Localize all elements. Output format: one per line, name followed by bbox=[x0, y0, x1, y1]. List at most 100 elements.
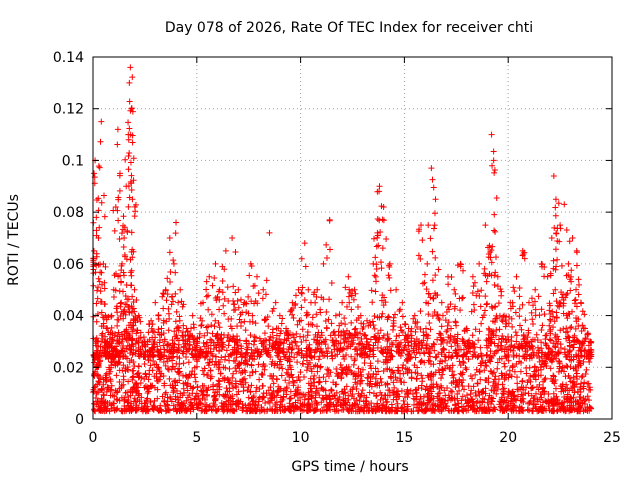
data-point bbox=[160, 290, 167, 297]
data-point bbox=[438, 299, 445, 306]
data-point bbox=[103, 388, 110, 395]
data-point bbox=[116, 397, 123, 404]
data-point bbox=[225, 353, 232, 360]
data-point bbox=[581, 311, 588, 318]
data-point bbox=[412, 328, 419, 335]
data-point bbox=[244, 387, 251, 394]
data-point bbox=[566, 310, 573, 317]
data-point bbox=[391, 384, 398, 391]
data-point bbox=[451, 286, 458, 293]
data-point bbox=[403, 357, 410, 364]
data-point bbox=[376, 183, 383, 190]
data-point bbox=[346, 406, 353, 413]
data-point bbox=[448, 343, 455, 350]
data-point bbox=[358, 371, 365, 378]
data-point bbox=[125, 203, 132, 210]
data-point bbox=[417, 395, 424, 402]
data-point bbox=[578, 374, 585, 381]
data-point bbox=[294, 386, 301, 393]
data-point bbox=[162, 362, 169, 369]
data-point bbox=[386, 350, 393, 357]
data-point bbox=[398, 346, 405, 353]
data-point bbox=[274, 361, 281, 368]
data-point bbox=[369, 299, 376, 306]
data-point bbox=[287, 308, 294, 315]
data-point bbox=[570, 344, 577, 351]
data-point bbox=[203, 278, 210, 285]
data-point bbox=[467, 403, 474, 410]
data-point bbox=[104, 405, 111, 412]
data-point bbox=[403, 391, 410, 398]
data-point bbox=[557, 222, 564, 229]
data-point bbox=[230, 333, 237, 340]
data-point bbox=[550, 390, 557, 397]
data-point bbox=[205, 306, 212, 313]
data-point bbox=[138, 339, 145, 346]
data-point bbox=[579, 322, 586, 329]
data-point bbox=[340, 336, 347, 343]
data-point bbox=[492, 254, 499, 261]
data-point bbox=[477, 344, 484, 351]
data-point bbox=[252, 388, 259, 395]
data-point bbox=[241, 375, 248, 382]
data-point bbox=[397, 324, 404, 331]
data-point bbox=[336, 311, 343, 318]
data-point bbox=[120, 213, 127, 220]
data-point bbox=[295, 345, 302, 352]
data-point bbox=[323, 407, 330, 414]
data-point bbox=[505, 357, 512, 364]
data-point bbox=[186, 345, 193, 352]
data-point bbox=[429, 343, 436, 350]
data-point bbox=[415, 228, 422, 235]
data-point bbox=[404, 339, 411, 346]
data-point bbox=[110, 293, 117, 300]
data-point bbox=[579, 308, 586, 315]
data-point bbox=[460, 352, 467, 359]
data-point bbox=[317, 363, 324, 370]
data-point bbox=[378, 297, 385, 304]
data-point bbox=[437, 401, 444, 408]
data-point bbox=[318, 384, 325, 391]
data-point bbox=[452, 290, 459, 297]
data-point bbox=[270, 342, 277, 349]
data-point bbox=[560, 325, 567, 332]
data-point bbox=[330, 329, 337, 336]
x-tick-label: 10 bbox=[292, 430, 310, 446]
data-point bbox=[233, 339, 240, 346]
data-point bbox=[102, 312, 109, 319]
data-point bbox=[381, 392, 388, 399]
data-point bbox=[382, 299, 389, 306]
data-point bbox=[124, 399, 131, 406]
data-point bbox=[116, 236, 123, 243]
data-point bbox=[117, 300, 124, 307]
data-point bbox=[112, 287, 119, 294]
data-point bbox=[199, 382, 206, 389]
data-point bbox=[345, 293, 352, 300]
data-point bbox=[377, 396, 384, 403]
data-point bbox=[542, 360, 549, 367]
data-point bbox=[103, 324, 110, 331]
data-point bbox=[408, 335, 415, 342]
data-point bbox=[528, 295, 535, 302]
data-point bbox=[427, 361, 434, 368]
data-point bbox=[218, 354, 225, 361]
data-point bbox=[130, 367, 137, 374]
data-point bbox=[579, 373, 586, 380]
data-point bbox=[495, 300, 502, 307]
data-point bbox=[370, 235, 377, 242]
data-point bbox=[507, 343, 514, 350]
data-point bbox=[141, 376, 148, 383]
data-point bbox=[314, 401, 321, 408]
data-point bbox=[181, 389, 188, 396]
data-point bbox=[128, 272, 135, 279]
data-point bbox=[539, 263, 546, 270]
data-point bbox=[92, 383, 99, 390]
data-point bbox=[506, 371, 513, 378]
data-point bbox=[130, 343, 137, 350]
data-point bbox=[175, 324, 182, 331]
data-point bbox=[483, 352, 490, 359]
data-point bbox=[127, 282, 134, 289]
data-point bbox=[512, 329, 519, 336]
data-point bbox=[276, 364, 283, 371]
data-point bbox=[297, 400, 304, 407]
